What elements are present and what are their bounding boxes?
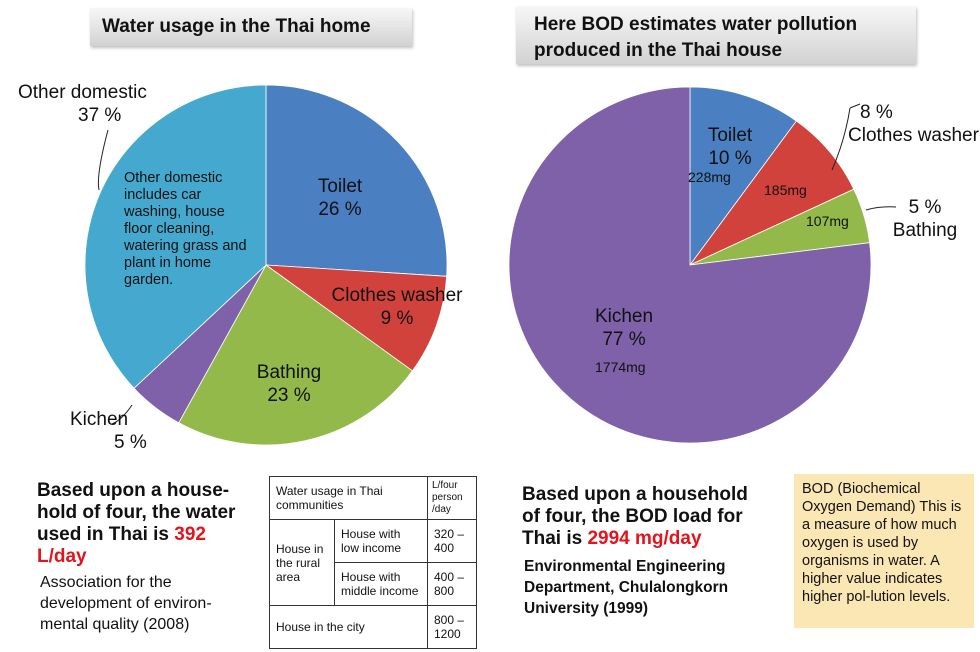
label-toilet-right-name: Toilet [707,125,753,146]
pie-slice-toilet [265,84,448,277]
left-source-line2: development of environ- [40,595,212,612]
table-row: House in the city 800 – 1200 [269,605,477,649]
label-bathing-left-name: Bathing [256,362,322,383]
label-kichen-left: Kichen 5 % [70,408,147,454]
label-kichen-left-name: Kichen [70,409,129,430]
right-summary-line3: Thai is 2994 mg/day [522,528,792,550]
table-header-label: Water usage in Thai communities [269,476,428,520]
right-source-line3: University (1999) [524,600,649,617]
label-toilet-right-mg: 228mg [688,169,731,185]
right-source-line1: Environmental Engineering [524,558,726,575]
label-toilet-right: Toilet 10 % [690,124,770,170]
water-usage-table: Water usage in Thai communities L/four p… [269,476,477,649]
label-toilet-left-pct: 26 % [318,199,362,220]
right-chart-title: Here BOD estimates water pollution produ… [516,6,916,64]
label-clothes-left-pct: 9 % [380,308,414,329]
label-other-pct: 37 % [78,105,122,126]
pie-slice-toilet [689,86,797,267]
left-summary-line3: used in Thai is 392 [37,524,261,546]
label-bathing-left: Bathing 23 % [244,361,334,407]
water-usage-unit: L/day [37,546,87,567]
label-other-domestic: Other domestic 37 % [18,81,147,127]
leader-lines [97,103,897,425]
right-title-line2: produced in the Thai house [534,40,783,61]
pie-slice-bathing [178,264,413,446]
left-chart-title: Water usage in the Thai home [90,8,412,46]
table-row-value: 320 – 400 [427,519,477,563]
label-kichen-left-pct: 5 % [114,432,147,453]
other-domestic-note: Other domestic includes car washing, hou… [124,170,247,288]
label-clothes-right-pct: 8 % [860,102,893,123]
label-bathing-right-name: Bathing [892,220,958,241]
label-kichen-right-name: Kichen [594,306,654,327]
left-source-line3: mental quality (2008) [40,616,190,633]
table-header-row: Water usage in Thai communities L/four p… [269,476,477,520]
table-row-value: 400 – 800 [427,562,477,606]
label-toilet-left: Toilet 26 % [300,175,380,221]
leader-bathing [865,206,897,211]
left-summary: Based upon a house- hold of four, the wa… [37,480,261,568]
table-city-value: 800 – 1200 [427,605,477,649]
table-row: House with middle income 400 – 800 [270,562,477,606]
label-other-name: Other domestic [18,82,147,103]
table-row: House in the rural area House with low i… [269,519,477,606]
label-bathing-right-pct: 5 % [908,197,942,218]
label-kichen-right: Kichen 77 % [582,305,666,351]
label-kichen-right-pct: 77 % [602,329,646,350]
label-clothes-right-name: Clothes washer [848,125,979,146]
leader-clothes [831,103,861,171]
bod-definition-box: BOD (Biochemical Oxygen Demand) This is … [794,474,974,628]
label-clothes-right: 8 % Clothes washer [848,101,979,147]
label-toilet-left-name: Toilet [317,176,363,197]
table-city-label: House in the city [269,605,428,649]
right-summary: Based upon a household of four, the BOD … [522,484,792,550]
pie-slice-clothes-washer [264,264,448,372]
label-clothes-right-mg: 185mg [764,182,807,198]
pie-slice-kichen [508,86,872,444]
water-usage-value: 392 [174,524,206,545]
label-toilet-right-pct: 10 % [708,148,752,169]
right-source-line2: Department, Chulalongkorn [524,579,729,596]
water-usage-pie [84,84,448,446]
label-bathing-right-mg: 107mg [806,213,849,229]
right-summary-line1: Based upon a household [522,484,748,505]
pie-slice-clothes-washer [689,120,855,266]
left-source: Association for the development of envir… [40,572,212,635]
label-clothes-left: Clothes washer 9 % [322,284,472,330]
right-summary-prefix: Thai is [522,528,588,549]
label-bathing-left-pct: 23 % [267,385,311,406]
pie-slice-other-domestic [84,84,267,389]
table-row-label: House with low income [334,519,428,563]
label-kichen-right-mg: 1774mg [595,359,646,375]
right-summary-line2: of four, the BOD load for [522,506,743,527]
left-summary-prefix: used in Thai is [37,524,175,545]
label-bathing-right: 5 % Bathing [888,196,962,242]
right-title-line1: Here BOD estimates water pollution [534,14,858,35]
label-clothes-left-name: Clothes washer [331,285,463,306]
bod-pie [508,86,872,444]
leader-kichen [111,404,133,425]
leader-other [97,129,109,191]
left-source-line1: Association for the [40,574,172,591]
table-row-label: House with middle income [334,562,428,606]
bod-load-value: 2994 mg/day [587,528,702,549]
right-source: Environmental Engineering Department, Ch… [524,556,728,619]
table-rural-label: House in the rural area [269,519,335,606]
left-summary-line2: hold of four, the water [37,502,236,523]
table-header-unit: L/four person /day [427,476,477,520]
left-summary-line1: Based upon a house- [37,480,230,501]
